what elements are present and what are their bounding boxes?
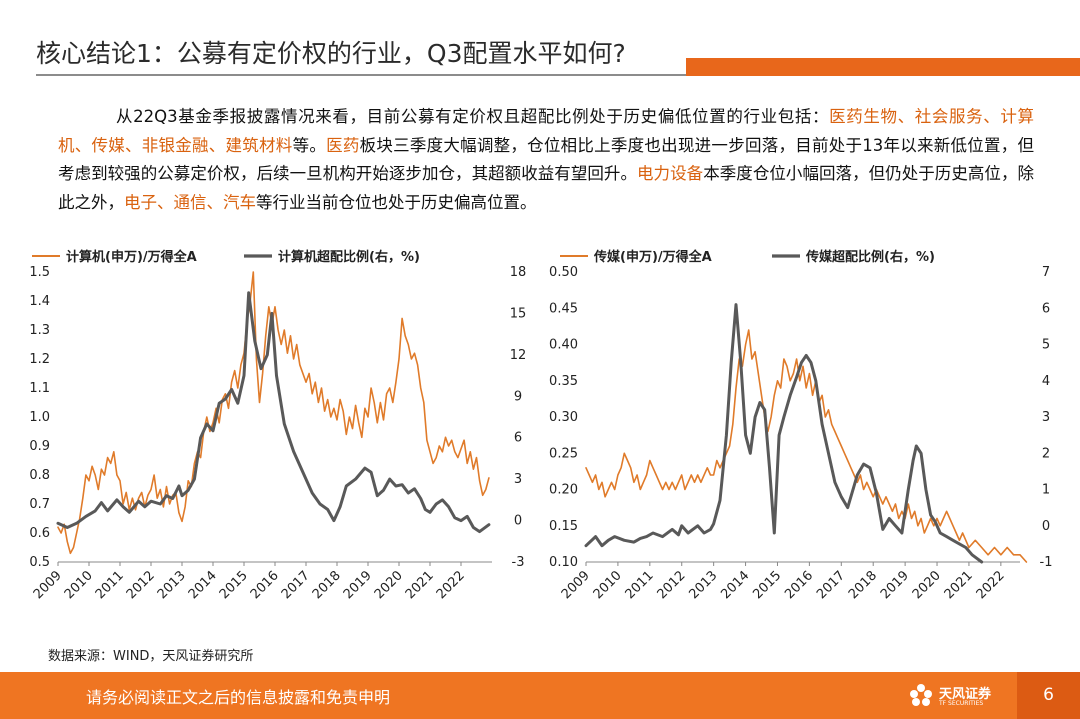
- summary-paragraph: 从22Q3基金季报披露情况来看，目前公募有定价权且超配比例处于历史偏低位置的行业…: [58, 103, 1034, 217]
- page-number-box: 6: [1017, 672, 1080, 719]
- chart-computer: 计算机(申万)/万得全A 计算机超配比例(右，%) 0.5 0.6 0.7 0.8 0.9 1…: [12, 240, 542, 620]
- y-left-tick-label: 0.15: [549, 519, 578, 534]
- x-tick-label: 2018: [846, 568, 880, 602]
- title-accent-bar: [686, 58, 1080, 76]
- x-tick-label: 2010: [591, 568, 625, 602]
- legend-label: 传媒(申万)/万得全A: [593, 249, 712, 265]
- y-right-tick-label: 4: [1042, 374, 1050, 389]
- paragraph-text: 等行业当前仓位也处于历史偏高位置。: [256, 192, 537, 212]
- flower-icon: [910, 684, 932, 706]
- x-tick-label: 2020: [372, 568, 406, 602]
- x-tick-label: 2020: [910, 568, 944, 602]
- footer-bar: 请务必阅读正文之后的信息披露和免责申明 天风证券 TF SECURITIES 6: [0, 672, 1080, 719]
- paragraph-text: 从22Q3基金季报披露情况来看，目前公募有定价权且超配比例处于历史偏低位置的行业…: [116, 107, 830, 126]
- page-number: 6: [1043, 685, 1054, 705]
- y-left-tick-label: 1.0: [29, 410, 50, 425]
- series-line-overweight: [584, 303, 984, 564]
- logo-text: 天风证券: [939, 687, 992, 702]
- y-left-tick-label: 0.50: [549, 265, 578, 280]
- chart-computer-svg: 计算机(申万)/万得全A 计算机超配比例(右，%) 0.5 0.6 0.7 0.8 0.9 1…: [29, 249, 527, 602]
- x-tick-label: 2012: [124, 568, 158, 602]
- disclaimer-link[interactable]: 请务必阅读正文之后的信息披露和免责申明: [86, 688, 391, 707]
- x-tick-label: 2022: [434, 568, 468, 602]
- x-tick-label: 2018: [310, 568, 344, 602]
- x-tick-label: 2013: [686, 568, 720, 602]
- y-right-tick-label: 6: [514, 431, 522, 446]
- y-left-tick-label: 1.2: [29, 352, 50, 367]
- y-right-tick-label: 2: [1042, 446, 1050, 461]
- y-right-tick-label: 9: [514, 389, 522, 404]
- x-tick-label: 2013: [155, 568, 189, 602]
- y-left-tick-label: 0.40: [549, 338, 578, 353]
- chart-media-svg: 传媒(申万)/万得全A 传媒超配比例(右，%) 0.10 0.15 0.20 0.25 0.…: [549, 249, 1053, 602]
- page-title: 核心结论1：公募有定价权的行业，Q3配置水平如何?: [36, 39, 626, 68]
- y-right-tick-label: 12: [510, 348, 527, 363]
- paragraph-text: 等。: [292, 135, 327, 155]
- x-tick-label: 2011: [623, 568, 657, 602]
- y-left-tick-label: 0.10: [549, 555, 578, 570]
- data-source: 数据来源：WIND，天风证券研究所: [48, 649, 254, 664]
- y-left-tick-label: 0.35: [549, 374, 578, 389]
- y-right-tick-label: 3: [514, 472, 522, 487]
- x-tick-label: 2017: [279, 568, 313, 602]
- x-tick-label: 2021: [942, 568, 976, 602]
- brand-logo: 天风证券 TF SECURITIES: [907, 679, 1017, 713]
- x-tick-label: 2019: [341, 568, 375, 602]
- x-tick-label: 2016: [248, 568, 282, 602]
- highlight-text: 医药: [326, 135, 360, 155]
- x-tick-label: 2010: [62, 568, 96, 602]
- y-left-tick-label: 1.3: [29, 323, 50, 338]
- highlight-text: 医药生物、社会服务、计算机、传媒、非银金融、建筑材料: [58, 107, 1034, 155]
- legend-label: 传媒超配比例(右，%): [805, 249, 935, 265]
- x-tick-label: 2016: [782, 568, 816, 602]
- y-right-tick-label: -3: [512, 555, 525, 570]
- x-tick-label: 2014: [718, 568, 752, 602]
- legend-label: 计算机超配比例(右，%): [278, 249, 420, 265]
- highlight-text: 电力设备: [637, 164, 704, 183]
- y-left-tick-label: 0.5: [29, 555, 50, 570]
- y-left-tick-label: 1.4: [29, 294, 50, 309]
- y-right-tick-label: -1: [1040, 555, 1053, 570]
- x-tick-label: 2015: [217, 568, 251, 602]
- x-tick-label: 2015: [750, 568, 784, 602]
- chart-media: 传媒(申万)/万得全A 传媒超配比例(右，%) 0.10 0.15 0.20 0.25 0.…: [540, 240, 1070, 620]
- y-left-tick-label: 0.6: [29, 526, 50, 541]
- y-left-tick-label: 0.7: [29, 497, 50, 512]
- x-tick-label: 2009: [31, 568, 65, 602]
- x-tick-label: 2021: [403, 568, 437, 602]
- y-right-tick-label: 18: [510, 265, 527, 280]
- y-left-tick-label: 1.1: [29, 381, 50, 396]
- title-divider: [36, 74, 686, 76]
- y-left-tick-label: 0.45: [549, 301, 578, 316]
- y-left-tick-label: 0.25: [549, 446, 578, 461]
- y-right-tick-label: 0: [514, 514, 522, 529]
- y-left-tick-label: 0.8: [29, 468, 50, 483]
- y-right-tick-label: 15: [510, 306, 527, 321]
- paragraph-text: 板块三季度大幅调整，仓位相比上季度也出现进一步回落，目前处于13年以来新低位置，…: [58, 135, 1035, 184]
- x-tick-label: 2011: [93, 568, 127, 602]
- paragraph-text: 本季度仓位小幅回落，但仍处于历史高位，除此之外，: [58, 164, 1035, 212]
- y-left-tick-label: 0.20: [549, 483, 578, 498]
- x-tick-label: 2022: [974, 568, 1008, 602]
- y-left-tick-label: 1.5: [29, 265, 50, 280]
- x-tick-label: 2017: [814, 568, 848, 602]
- y-right-tick-label: 6: [1042, 301, 1050, 316]
- series-line-ratio: [585, 329, 1028, 563]
- x-tick-label: 2014: [186, 568, 220, 602]
- y-right-tick-label: 3: [1042, 410, 1050, 425]
- x-tick-label: 2009: [559, 568, 593, 602]
- series-line-overweight: [56, 291, 491, 534]
- logo-subtext: TF SECURITIES: [939, 700, 984, 707]
- y-right-tick-label: 0: [1042, 519, 1050, 534]
- y-right-tick-label: 1: [1042, 483, 1050, 498]
- y-right-tick-label: 5: [1042, 338, 1050, 353]
- x-tick-label: 2012: [655, 568, 689, 602]
- y-left-tick-label: 0.9: [29, 439, 50, 454]
- y-left-tick-label: 0.30: [549, 410, 578, 425]
- legend-label: 计算机(申万)/万得全A: [66, 249, 197, 265]
- x-tick-label: 2019: [878, 568, 912, 602]
- y-right-tick-label: 7: [1042, 265, 1050, 280]
- highlight-text: 电子、通信、汽车: [124, 192, 256, 212]
